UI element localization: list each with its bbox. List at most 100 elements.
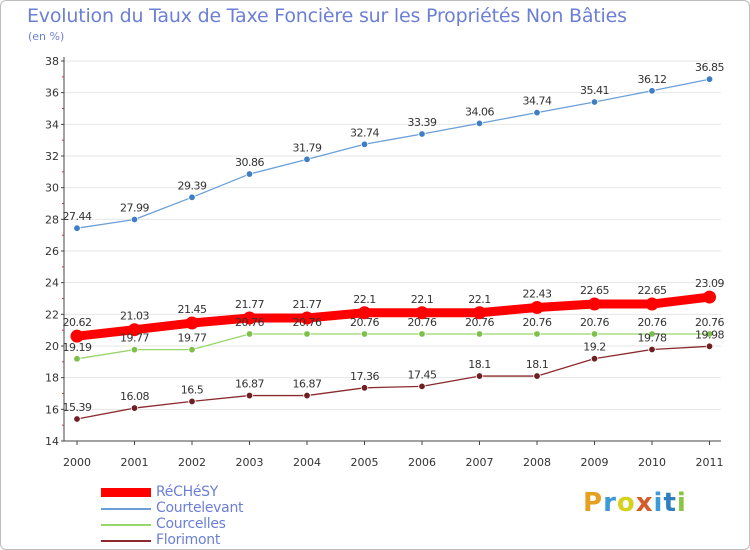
legend-label: Florimont — [156, 532, 221, 548]
data-point — [303, 391, 311, 400]
y-tick-label: 28 — [45, 213, 59, 226]
data-point — [245, 330, 254, 338]
y-tick-label: 30 — [45, 182, 59, 195]
data-label: 27.99 — [120, 201, 149, 214]
logo-letter: o — [616, 488, 636, 518]
data-point — [360, 384, 369, 392]
y-tick-label: 16 — [45, 403, 59, 416]
y-tick-label: 32 — [45, 150, 59, 163]
data-label: 35.41 — [580, 84, 609, 97]
x-tick-label: 2011 — [696, 456, 724, 469]
data-label: 20.76 — [523, 316, 552, 329]
x-tick-label: 2003 — [236, 456, 264, 469]
data-point — [475, 330, 484, 338]
data-point — [303, 330, 311, 338]
x-tick-label: 2005 — [351, 456, 379, 469]
data-label: 34.74 — [523, 95, 552, 108]
series-layer — [70, 75, 716, 423]
logo-letter: t — [663, 488, 677, 518]
data-label: 15.39 — [63, 401, 92, 414]
data-point — [415, 306, 429, 320]
data-label: 22.43 — [523, 288, 552, 301]
data-label: 16.5 — [181, 383, 204, 396]
y-tick-label: 36 — [45, 87, 59, 100]
x-tick-label: 2010 — [638, 456, 666, 469]
x-tick-label: 2009 — [581, 456, 609, 469]
data-label: 20.76 — [408, 316, 437, 329]
data-label: 23.09 — [695, 277, 724, 290]
data-point — [705, 330, 714, 338]
data-point — [533, 108, 541, 117]
data-label: 21.03 — [120, 310, 149, 323]
legend-swatch — [101, 488, 151, 497]
data-point — [243, 311, 256, 325]
data-point — [130, 345, 139, 354]
data-point — [300, 311, 314, 325]
data-point — [188, 345, 196, 354]
data-point — [185, 316, 199, 330]
data-label: 17.36 — [350, 370, 379, 383]
legend: RéCHéSY Courtelevant Courcelles Florimont — [101, 484, 321, 549]
data-point — [188, 397, 196, 406]
data-label: 20.76 — [695, 316, 724, 329]
grid-layer — [64, 60, 721, 442]
data-point — [73, 355, 81, 363]
data-label: 20.76 — [293, 316, 322, 329]
data-label: 17.45 — [408, 368, 437, 381]
data-label: 31.79 — [293, 141, 322, 154]
y-tick-label: 26 — [45, 245, 59, 258]
data-point — [645, 297, 659, 311]
x-tick-label: 2002 — [178, 456, 206, 469]
data-label: 34.06 — [465, 105, 494, 118]
data-label: 16.08 — [120, 390, 149, 403]
y-tick-label: 38 — [45, 55, 59, 68]
data-label: 27.44 — [63, 210, 92, 223]
chart-title: Evolution du Taux de Taxe Foncière sur l… — [27, 5, 627, 27]
axis-layer: 14 16 18 20 22 24 26 28 30 32 34 36 38 2000 2001 2002 20… — [45, 55, 724, 469]
data-point — [358, 306, 371, 320]
x-tick-label: 2001 — [121, 456, 149, 469]
data-point — [705, 342, 714, 351]
data-label: 30.86 — [235, 156, 264, 169]
proxiti-logo: Proxiti — [583, 488, 687, 518]
data-label: 22.65 — [580, 284, 609, 297]
data-label: 18.1 — [526, 358, 549, 371]
data-label: 16.87 — [293, 378, 322, 391]
legend-item: RéCHéSY — [101, 484, 321, 501]
legend-swatch — [101, 508, 151, 510]
data-label: 16.87 — [235, 378, 264, 391]
x-tick-label: 2000 — [63, 456, 91, 469]
y-tick-label: 14 — [45, 435, 59, 448]
chart-subtitle: (en %) — [28, 30, 65, 43]
data-point — [418, 330, 426, 338]
data-point — [360, 140, 369, 148]
data-point — [128, 323, 141, 337]
data-point — [418, 130, 426, 138]
data-point — [130, 215, 139, 224]
data-point — [648, 330, 656, 338]
y-tick-label: 24 — [45, 277, 59, 290]
data-point — [475, 119, 484, 128]
legend-label: Courtelevant — [156, 500, 244, 516]
x-tick-label: 2008 — [523, 456, 551, 469]
data-point — [533, 372, 541, 380]
data-label: 19.77 — [120, 332, 149, 345]
data-label: 36.12 — [638, 73, 667, 86]
legend-swatch — [101, 540, 151, 542]
data-point — [530, 301, 544, 315]
legend-item: Florimont — [101, 532, 321, 549]
data-point — [245, 170, 254, 178]
data-label: 22.1 — [411, 293, 434, 306]
data-point — [473, 306, 486, 320]
data-point — [705, 75, 714, 83]
series-line-1 — [76, 78, 711, 229]
data-point — [73, 224, 81, 232]
data-label: 18.1 — [468, 358, 491, 371]
data-label: 20.76 — [235, 316, 264, 329]
y-tick-label: 18 — [45, 372, 59, 385]
data-label: 32.74 — [350, 126, 379, 139]
x-tick-label: 2007 — [466, 456, 494, 469]
data-label: 20.76 — [580, 316, 609, 329]
data-point — [648, 345, 656, 354]
